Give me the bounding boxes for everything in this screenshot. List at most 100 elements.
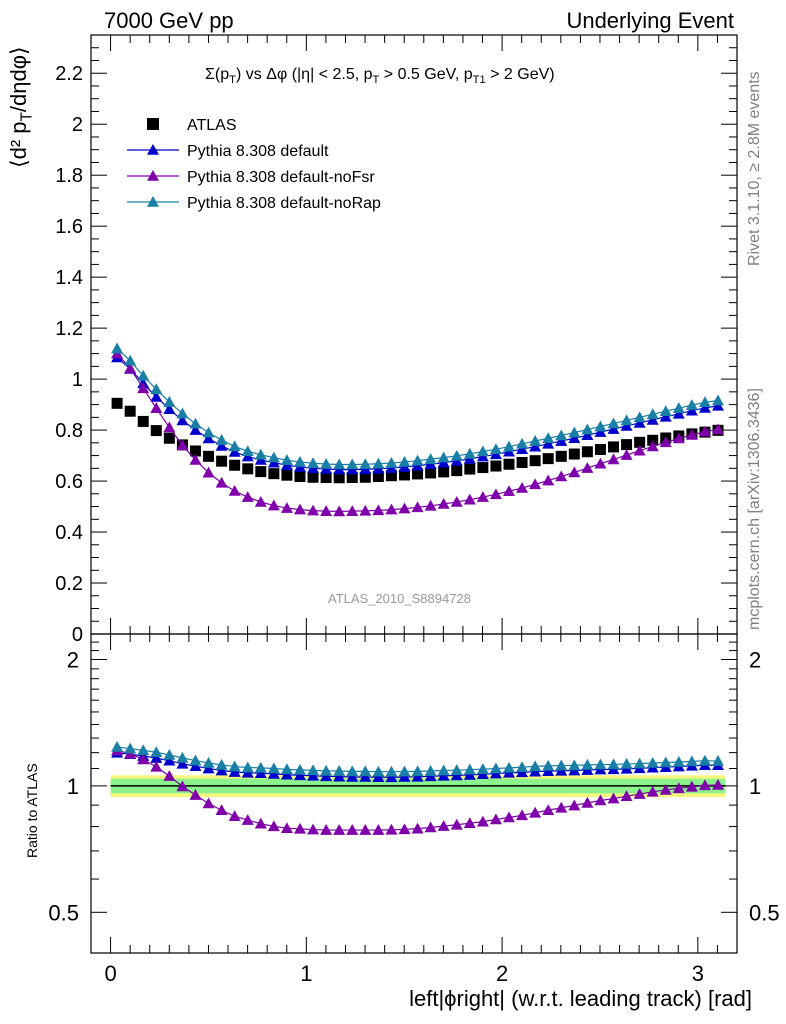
ratio-point-pythia-8-308-default-norap — [189, 754, 202, 766]
ratio-point-pythia-8-308-default-nofsr — [450, 818, 463, 830]
main-point-pythia-8-308-default-norap — [189, 417, 202, 429]
main-point-pythia-8-308-default — [646, 413, 659, 425]
rivet-label: Rivet 3.1.10, ≥ 2.8M events — [746, 71, 763, 266]
ratio-point-pythia-8-308-default-nofsr — [411, 822, 424, 834]
ratio-point-pythia-8-308-default-norap — [620, 757, 633, 769]
main-point-pythia-8-308-default-norap — [176, 407, 189, 419]
ratio-point-pythia-8-308-default — [176, 757, 189, 769]
main-point-pythia-8-308-default-nofsr — [124, 362, 137, 374]
main-point-atlas — [594, 443, 606, 455]
main-point-pythia-8-308-default — [633, 416, 646, 428]
main-point-atlas — [438, 466, 450, 478]
ratio-point-pythia-8-308-default-nofsr — [516, 809, 529, 821]
main-point-pythia-8-308-default — [555, 435, 568, 446]
main-point-pythia-8-308-default-nofsr — [176, 439, 189, 451]
ratio-point-pythia-8-308-default — [150, 752, 163, 763]
ratio-point-pythia-8-308-default-nofsr — [293, 822, 306, 834]
main-point-pythia-8-308-default-norap — [450, 449, 463, 461]
mcplots-label: mcplots.cern.ch [arXiv:1306.3436] — [746, 388, 763, 630]
main-point-pythia-8-308-default-nofsr — [489, 488, 502, 500]
ratio-point-pythia-8-308-default-norap — [685, 755, 698, 767]
y-tick-label: 0.8 — [55, 420, 83, 442]
ratio-point-pythia-8-308-default — [398, 770, 411, 782]
y-tick-label: 1 — [72, 369, 83, 391]
ratio-point-pythia-8-308-default-norap — [555, 759, 568, 771]
x-tick-label: 0 — [104, 961, 116, 986]
main-point-pythia-8-308-default — [189, 424, 202, 435]
main-point-pythia-8-308-default-norap — [555, 429, 568, 441]
main-point-atlas — [647, 434, 659, 446]
ratio-point-pythia-8-308-default — [215, 764, 228, 776]
y-tick-label: 0.2 — [55, 573, 83, 595]
main-point-pythia-8-308-default-norap — [594, 420, 607, 432]
main-point-pythia-8-308-default — [607, 423, 620, 434]
ratio-point-pythia-8-308-default-nofsr — [698, 779, 711, 791]
y-tick-label: 1.8 — [55, 165, 83, 187]
main-point-pythia-8-308-default — [568, 432, 581, 444]
main-point-pythia-8-308-default — [150, 390, 163, 402]
main-point-pythia-8-308-default-nofsr — [385, 503, 398, 515]
main-point-atlas — [163, 432, 175, 444]
main-point-pythia-8-308-default-nofsr — [346, 505, 359, 516]
analysis-label: ATLAS_2010_S8894728 — [328, 591, 471, 606]
ratio-point-pythia-8-308-default-nofsr — [620, 790, 633, 802]
main-point-pythia-8-308-default-norap — [228, 440, 241, 452]
main-point-pythia-8-308-default-nofsr — [542, 474, 555, 486]
main-point-pythia-8-308-default-norap — [620, 414, 633, 426]
ratio-point-pythia-8-308-default — [163, 754, 176, 766]
main-point-pythia-8-308-default-nofsr — [476, 491, 489, 502]
ratio-point-pythia-8-308-default-nofsr — [555, 801, 568, 813]
ratio-point-pythia-8-308-default — [320, 770, 333, 782]
main-point-pythia-8-308-default-nofsr — [293, 503, 306, 515]
ratio-point-pythia-8-308-default-nofsr — [320, 824, 333, 835]
ratio-point-pythia-8-308-default — [333, 770, 346, 782]
main-point-pythia-8-308-default-norap — [607, 417, 620, 429]
main-point-pythia-8-308-default-norap — [137, 369, 150, 381]
main-point-pythia-8-308-default-nofsr — [568, 466, 581, 478]
y-tick-label-right: 1 — [749, 774, 761, 799]
x-tick-label: 2 — [496, 961, 508, 986]
main-point-pythia-8-308-default-nofsr — [463, 493, 476, 505]
main-point-pythia-8-308-default — [672, 407, 685, 419]
main-point-pythia-8-308-default-norap — [411, 454, 424, 466]
ratio-point-pythia-8-308-default-nofsr — [463, 817, 476, 829]
main-point-pythia-8-308-default-norap — [333, 458, 346, 470]
ratio-frame — [90, 633, 738, 954]
ratio-point-pythia-8-308-default-norap — [333, 765, 346, 776]
legend: ATLAS Pythia 8.308 default Pythia 8.308 de… — [127, 117, 381, 212]
main-point-pythia-8-308-default-nofsr — [202, 466, 215, 478]
ratio-point-pythia-8-308-default-nofsr — [333, 824, 346, 835]
ratio-point-pythia-8-308-default-nofsr — [712, 778, 725, 790]
main-point-pythia-8-308-default-nofsr — [150, 402, 163, 413]
ratio-point-pythia-8-308-default-norap — [568, 759, 581, 771]
main-point-pythia-8-308-default — [542, 437, 555, 449]
ratio-point-pythia-8-308-default-nofsr — [241, 814, 254, 825]
ratio-panel: 0 1 2 3 0.5 0.5 1 1 2 2 — [48, 633, 780, 986]
ratio-point-pythia-8-308-default — [411, 770, 424, 782]
main-point-pythia-8-308-default-nofsr — [437, 498, 450, 509]
ratio-point-pythia-8-308-default-nofsr — [372, 824, 385, 835]
main-point-pythia-8-308-default — [698, 401, 711, 413]
main-point-pythia-8-308-default-nofsr — [333, 505, 346, 517]
main-point-pythia-8-308-default — [163, 403, 176, 414]
ratio-point-pythia-8-308-default-nofsr — [307, 823, 320, 835]
main-point-pythia-8-308-default-norap — [111, 342, 124, 354]
y-tick-label: 1.2 — [55, 318, 83, 340]
main-point-atlas — [634, 436, 646, 448]
ratio-point-pythia-8-308-default-norap — [646, 756, 659, 768]
ratio-point-pythia-8-308-default-nofsr — [215, 804, 228, 816]
main-point-pythia-8-308-default-nofsr — [228, 485, 241, 496]
main-point-pythia-8-308-default-nofsr — [424, 499, 437, 511]
main-point-pythia-8-308-default — [685, 404, 698, 416]
ratio-point-pythia-8-308-default-nofsr — [398, 823, 411, 835]
main-point-pythia-8-308-default-nofsr — [307, 504, 320, 516]
main-point-pythia-8-308-default — [529, 440, 542, 452]
main-point-pythia-8-308-default-norap — [150, 383, 163, 395]
ratio-point-pythia-8-308-default-nofsr — [607, 792, 620, 804]
main-point-atlas — [242, 463, 254, 475]
main-point-atlas — [333, 472, 345, 484]
ratio-point-pythia-8-308-default-nofsr — [437, 820, 450, 831]
ratio-point-pythia-8-308-default-norap — [150, 746, 163, 757]
main-point-atlas — [320, 471, 332, 483]
main-point-pythia-8-308-default-norap — [581, 423, 594, 435]
